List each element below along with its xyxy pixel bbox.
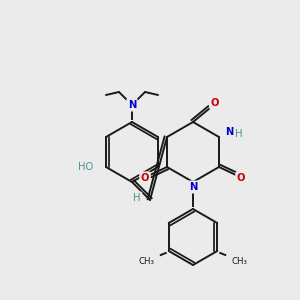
Text: H: H	[235, 129, 243, 139]
Text: N: N	[225, 127, 233, 137]
Text: O: O	[141, 173, 149, 183]
Text: HO: HO	[78, 162, 94, 172]
Text: O: O	[237, 173, 245, 183]
Text: H: H	[133, 193, 141, 203]
Text: CH₃: CH₃	[231, 257, 247, 266]
Text: N: N	[128, 100, 136, 110]
Text: N: N	[189, 182, 197, 192]
Text: CH₃: CH₃	[139, 257, 155, 266]
Text: O: O	[211, 98, 219, 108]
